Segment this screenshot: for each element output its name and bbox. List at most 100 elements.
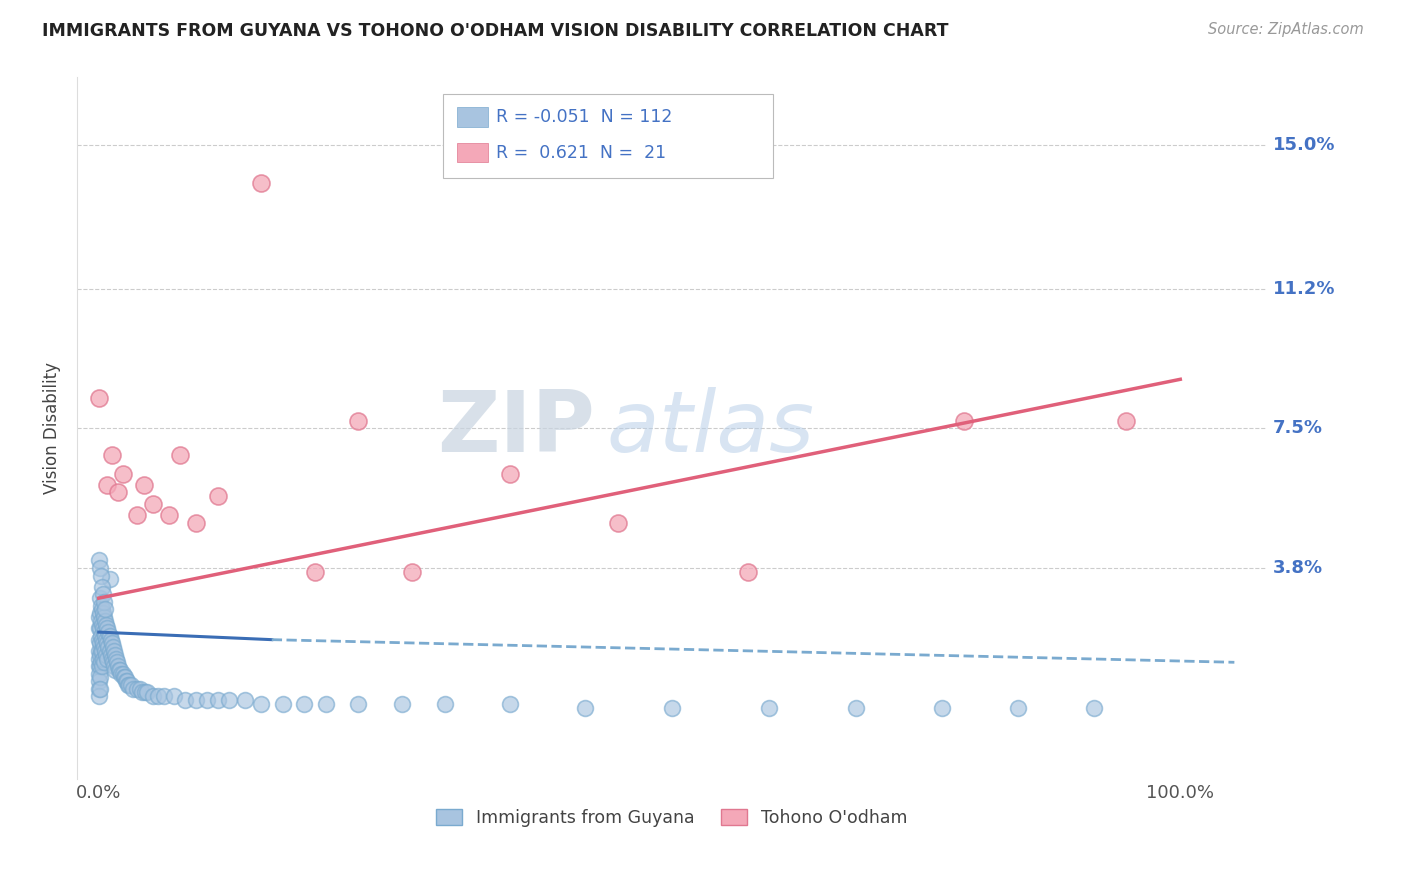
Point: [89, 621, 111, 635]
Point: [96, 478, 118, 492]
Point: [292, 697, 315, 711]
Point: [91, 587, 114, 601]
Point: [90, 644, 112, 658]
Point: [87, 674, 110, 689]
Point: [94, 614, 117, 628]
Point: [90, 629, 112, 643]
Point: [91, 651, 114, 665]
Text: atlas: atlas: [606, 387, 814, 470]
Point: [218, 693, 240, 707]
Point: [174, 693, 197, 707]
Point: [91, 632, 114, 647]
Point: [122, 681, 145, 696]
Point: [90, 655, 112, 669]
Point: [87, 610, 110, 624]
Point: [142, 497, 165, 511]
Point: [433, 697, 456, 711]
Point: [304, 565, 326, 579]
Point: [91, 617, 114, 632]
Point: [134, 478, 156, 492]
Point: [87, 644, 110, 658]
Point: [94, 644, 117, 658]
Point: [103, 659, 125, 673]
Text: 3.8%: 3.8%: [1272, 559, 1323, 577]
Point: [152, 690, 174, 704]
Point: [89, 648, 111, 662]
Point: [97, 625, 120, 640]
Point: [90, 599, 112, 613]
Point: [96, 636, 118, 650]
Point: [134, 685, 156, 699]
Point: [89, 636, 111, 650]
Point: [108, 663, 131, 677]
Point: [96, 632, 118, 647]
Point: [87, 651, 110, 665]
Point: [90, 614, 112, 628]
Text: R =  0.621  N =  21: R = 0.621 N = 21: [496, 144, 666, 161]
Point: [391, 697, 413, 711]
Point: [184, 693, 207, 707]
Point: [105, 655, 128, 669]
Point: [103, 644, 125, 658]
Point: [105, 651, 128, 665]
Point: [104, 663, 127, 677]
Point: [131, 685, 153, 699]
Point: [737, 565, 759, 579]
Point: [93, 655, 115, 669]
Point: [100, 448, 122, 462]
Point: [91, 606, 114, 620]
Text: 7.5%: 7.5%: [1272, 419, 1323, 437]
Point: [89, 659, 111, 673]
Point: [499, 697, 522, 711]
Point: [315, 697, 337, 711]
Point: [87, 553, 110, 567]
Point: [89, 591, 111, 606]
Point: [91, 644, 114, 658]
Point: [87, 690, 110, 704]
Text: ZIP: ZIP: [437, 387, 595, 470]
Point: [98, 572, 121, 586]
Text: Source: ZipAtlas.com: Source: ZipAtlas.com: [1208, 22, 1364, 37]
Point: [96, 648, 118, 662]
Point: [271, 697, 294, 711]
Point: [661, 700, 683, 714]
Point: [125, 508, 148, 523]
Point: [91, 602, 114, 616]
Point: [114, 674, 136, 689]
Point: [1083, 700, 1105, 714]
Point: [118, 678, 141, 692]
Point: [169, 448, 191, 462]
Point: [90, 568, 112, 582]
Point: [96, 617, 118, 632]
Point: [250, 176, 273, 190]
Point: [845, 700, 868, 714]
Point: [758, 700, 780, 714]
Point: [112, 670, 135, 684]
Point: [101, 655, 124, 669]
Point: [93, 625, 115, 640]
Point: [107, 485, 129, 500]
Point: [87, 632, 110, 647]
Point: [401, 565, 423, 579]
Point: [157, 508, 180, 523]
Point: [115, 674, 138, 689]
Point: [184, 516, 207, 530]
Point: [114, 670, 136, 684]
Point: [96, 621, 118, 635]
Point: [111, 666, 134, 681]
Point: [499, 467, 522, 481]
Text: R = -0.051  N = 112: R = -0.051 N = 112: [496, 108, 672, 126]
Point: [120, 678, 142, 692]
Point: [347, 697, 370, 711]
Point: [100, 651, 122, 665]
Legend: Immigrants from Guyana, Tohono O'odham: Immigrants from Guyana, Tohono O'odham: [429, 802, 914, 834]
Point: [94, 602, 117, 616]
Point: [125, 681, 148, 696]
Point: [89, 561, 111, 575]
Point: [94, 629, 117, 643]
Point: [606, 516, 628, 530]
Point: [100, 648, 122, 662]
Point: [93, 610, 115, 624]
Point: [97, 640, 120, 655]
Point: [128, 681, 150, 696]
